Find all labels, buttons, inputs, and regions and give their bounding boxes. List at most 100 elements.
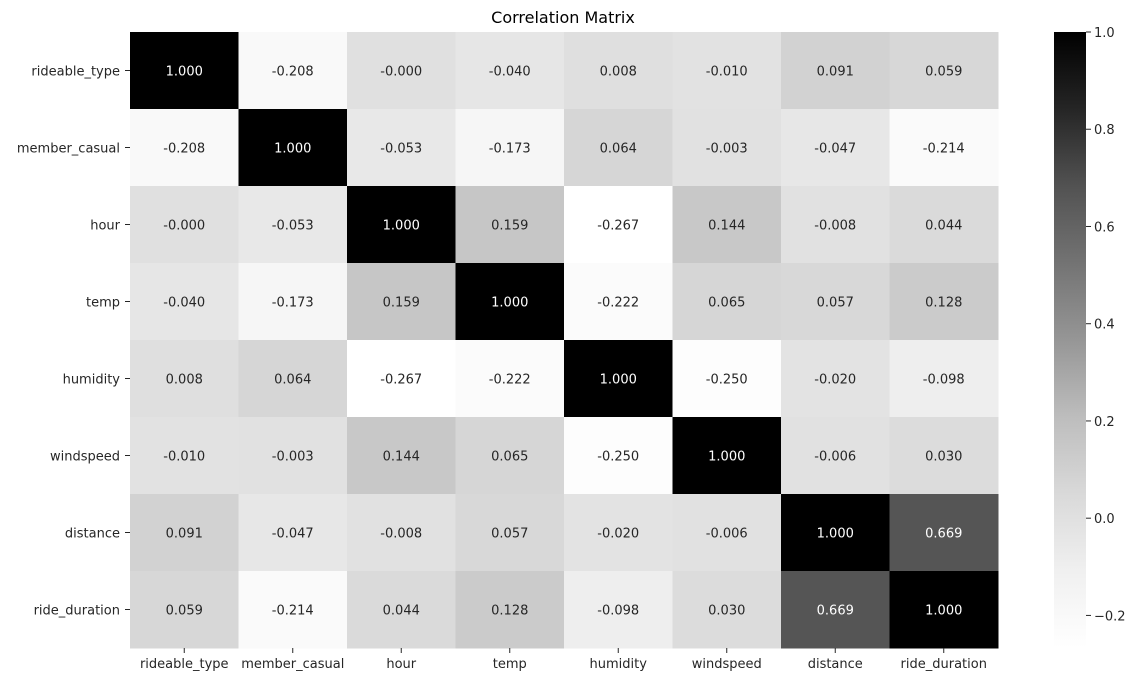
heatmap-cell-humidity-humidity <box>564 340 673 418</box>
y-tick-label-member_casual: member_casual <box>17 142 120 157</box>
heatmap-cell-distance-distance <box>781 494 890 572</box>
heatmap-cell-label-humidity-distance: -0.020 <box>814 373 856 388</box>
heatmap-cell-temp-ride_duration <box>889 263 999 341</box>
heatmap-cell-label-temp-distance: 0.057 <box>817 296 854 311</box>
heatmap-cell-label-hour-ride_duration: 0.044 <box>925 219 962 234</box>
heatmap-cell-member_casual-ride_duration <box>889 109 999 187</box>
heatmap-cell-label-humidity-member_casual: 0.064 <box>274 373 311 388</box>
x-tick-label-distance: distance <box>808 657 863 672</box>
heatmap-cell-label-rideable_type-member_casual: -0.208 <box>272 65 314 80</box>
heatmap-cell-rideable_type-rideable_type <box>130 32 239 110</box>
x-tick-labels: rideable_type member_casual hour temp humidi… <box>140 648 987 672</box>
heatmap-cell-distance-ride_duration <box>889 494 999 572</box>
heatmap-cell-label-hour-distance: -0.008 <box>814 219 856 234</box>
heatmap-cell-windspeed-hour <box>347 417 456 495</box>
heatmap-cell-humidity-windspeed <box>672 340 782 418</box>
heatmap-cell-temp-member_casual <box>238 263 348 341</box>
heatmap-cell-member_casual-member_casual <box>238 109 348 187</box>
heatmap-cell-label-temp-member_casual: -0.173 <box>272 296 314 311</box>
heatmap-cell-hour-ride_duration <box>889 186 999 264</box>
heatmap-cell-label-windspeed-distance: -0.006 <box>814 450 856 465</box>
heatmap-cell-label-ride_duration-windspeed: 0.030 <box>708 604 745 619</box>
heatmap-cell-label-temp-windspeed: 0.065 <box>708 296 745 311</box>
heatmap-cell-label-member_casual-member_casual: 1.000 <box>274 142 311 157</box>
heatmap-cell-distance-rideable_type <box>130 494 239 572</box>
heatmap-cell-humidity-member_casual <box>238 340 348 418</box>
heatmap-cell-distance-windspeed <box>672 494 782 572</box>
heatmap-cell-ride_duration-windspeed <box>672 571 782 649</box>
heatmap-cell-member_casual-distance <box>781 109 890 187</box>
heatmap-cell-hour-distance <box>781 186 890 264</box>
colorbar-tick-label: −0.2 <box>1094 609 1126 624</box>
heatmap-cell-label-windspeed-ride_duration: 0.030 <box>925 450 962 465</box>
x-tick-label-windspeed: windspeed <box>692 657 762 672</box>
y-tick-label-temp: temp <box>86 296 120 311</box>
heatmap-cell-member_casual-temp <box>455 109 565 187</box>
heatmap-cell-hour-hour <box>347 186 456 264</box>
heatmap-cell-label-temp-temp: 1.000 <box>491 296 528 311</box>
heatmap-cell-ride_duration-member_casual <box>238 571 348 649</box>
heatmap-cell-label-member_casual-ride_duration: -0.214 <box>923 142 965 157</box>
heatmap-cell-ride_duration-hour <box>347 571 456 649</box>
heatmap-cell-label-temp-hour: 0.159 <box>383 296 420 311</box>
heatmap-cell-rideable_type-humidity <box>564 32 673 110</box>
colorbar-tick-label: 1.0 <box>1094 26 1115 41</box>
heatmap-cell-label-humidity-hour: -0.267 <box>380 373 422 388</box>
heatmap-cell-label-rideable_type-distance: 0.091 <box>817 65 854 80</box>
heatmap-cell-label-rideable_type-rideable_type: 1.000 <box>166 65 203 80</box>
heatmap-cell-label-distance-rideable_type: 0.091 <box>166 527 203 542</box>
heatmap-cell-label-windspeed-windspeed: 1.000 <box>708 450 745 465</box>
heatmap-cell-rideable_type-windspeed <box>672 32 782 110</box>
heatmap-cell-label-windspeed-humidity: -0.250 <box>597 450 639 465</box>
heatmap-cell-label-hour-rideable_type: -0.000 <box>163 219 205 234</box>
heatmap-cell-label-rideable_type-hour: -0.000 <box>380 65 422 80</box>
heatmap-cell-ride_duration-temp <box>455 571 565 649</box>
colorbar-tick-label: 0.4 <box>1094 318 1115 333</box>
heatmap-cell-windspeed-humidity <box>564 417 673 495</box>
heatmap-cell-humidity-distance <box>781 340 890 418</box>
colorbar-gradient <box>1054 32 1086 648</box>
heatmap-cell-ride_duration-distance <box>781 571 890 649</box>
heatmap-cell-label-distance-ride_duration: 0.669 <box>925 527 962 542</box>
heatmap-cell-temp-rideable_type <box>130 263 239 341</box>
heatmap-cell-label-ride_duration-ride_duration: 1.000 <box>925 604 962 619</box>
heatmap-cell-label-member_casual-temp: -0.173 <box>489 142 531 157</box>
heatmap-cell-distance-humidity <box>564 494 673 572</box>
heatmap-cell-label-windspeed-member_casual: -0.003 <box>272 450 314 465</box>
heatmap-cell-label-distance-hour: -0.008 <box>380 527 422 542</box>
y-tick-label-hour: hour <box>90 219 120 234</box>
heatmap-cell-label-hour-temp: 0.159 <box>491 219 528 234</box>
heatmap-cell-humidity-ride_duration <box>889 340 999 418</box>
heatmap-cell-label-humidity-temp: -0.222 <box>489 373 531 388</box>
heatmap-cells: 1.000 -0.208 -0.000 -0.040 0.008 -0.010 0.091 0… <box>130 32 999 649</box>
heatmap-cell-windspeed-rideable_type <box>130 417 239 495</box>
heatmap-cell-label-member_casual-hour: -0.053 <box>380 142 422 157</box>
heatmap-cell-windspeed-ride_duration <box>889 417 999 495</box>
y-tick-label-windspeed: windspeed <box>50 450 120 465</box>
heatmap-cell-label-windspeed-rideable_type: -0.010 <box>163 450 205 465</box>
heatmap-cell-label-member_casual-windspeed: -0.003 <box>706 142 748 157</box>
heatmap-cell-label-ride_duration-temp: 0.128 <box>491 604 528 619</box>
heatmap-cell-label-ride_duration-distance: 0.669 <box>817 604 854 619</box>
heatmap-cell-label-rideable_type-humidity: 0.008 <box>600 65 637 80</box>
heatmap-cell-rideable_type-hour <box>347 32 456 110</box>
heatmap-cell-label-rideable_type-ride_duration: 0.059 <box>925 65 962 80</box>
heatmap-cell-label-humidity-rideable_type: 0.008 <box>166 373 203 388</box>
x-tick-label-temp: temp <box>493 657 527 672</box>
heatmap-cell-humidity-rideable_type <box>130 340 239 418</box>
chart-title: Correlation Matrix <box>491 8 635 27</box>
heatmap-cell-label-temp-ride_duration: 0.128 <box>925 296 962 311</box>
heatmap-cell-label-temp-rideable_type: -0.040 <box>163 296 205 311</box>
heatmap-cell-label-member_casual-rideable_type: -0.208 <box>163 142 205 157</box>
heatmap-cell-label-ride_duration-member_casual: -0.214 <box>272 604 314 619</box>
heatmap-cell-label-ride_duration-humidity: -0.098 <box>597 604 639 619</box>
colorbar-tick-label: 0.6 <box>1094 220 1115 235</box>
heatmap-cell-rideable_type-member_casual <box>238 32 348 110</box>
heatmap-cell-distance-member_casual <box>238 494 348 572</box>
heatmap-cell-temp-temp <box>455 263 565 341</box>
heatmap-cell-ride_duration-rideable_type <box>130 571 239 649</box>
y-tick-label-humidity: humidity <box>63 373 121 388</box>
heatmap-cell-hour-humidity <box>564 186 673 264</box>
heatmap-cell-label-ride_duration-rideable_type: 0.059 <box>166 604 203 619</box>
